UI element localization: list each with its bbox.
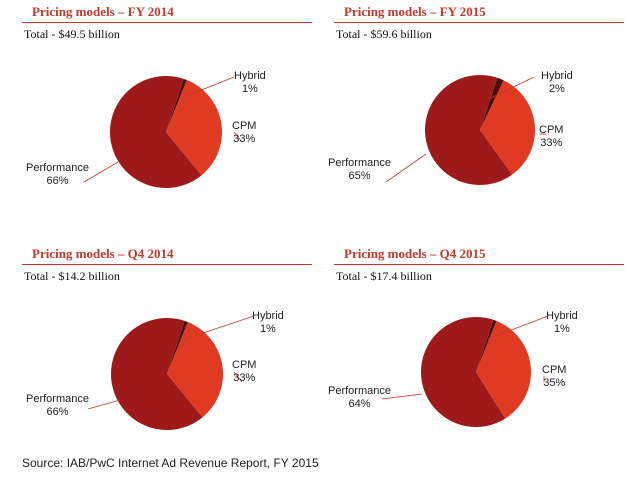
cpm-label: CPM 33%: [232, 120, 256, 146]
cpm-label: CPM 33%: [232, 359, 256, 385]
pie-slice-hybrid: [166, 78, 187, 132]
hybrid-label: Hybrid 1%: [252, 310, 284, 336]
leader-line-hybrid: [488, 76, 535, 100]
cpm-label: CPM 33%: [539, 124, 563, 150]
chart-total: Total - $14.2 billion: [24, 269, 120, 283]
leader-line-performance: [381, 393, 423, 400]
title-rule: [334, 264, 624, 265]
pie-chart: [83, 75, 243, 188]
slice-value: 64%: [348, 398, 371, 410]
slice-value: 65%: [348, 170, 371, 182]
title-rule: [22, 264, 312, 265]
leader-line-hybrid: [183, 76, 235, 98]
pie-slice-cpm: [167, 322, 224, 418]
slice-name: Hybrid: [252, 310, 284, 322]
slice-value: 1%: [241, 83, 258, 95]
chart-title: Pricing models – FY 2015: [344, 4, 486, 19]
chart-total: Total - $59.6 billion: [336, 27, 432, 41]
performance-label: Performance 66%: [26, 393, 89, 419]
slice-value: 33%: [233, 133, 256, 145]
chart-title: Pricing models – Q4 2014: [32, 246, 174, 261]
title-rule: [22, 22, 312, 23]
performance-label: Performance 65%: [328, 157, 391, 183]
chart-total: Total - $17.4 billion: [336, 269, 432, 283]
performance-label: Performance 64%: [328, 385, 391, 411]
slice-name: Performance: [328, 157, 391, 169]
slice-name: CPM: [232, 359, 257, 371]
leader-line-hybrid: [487, 315, 549, 340]
slice-name: CPM: [539, 124, 564, 136]
slice-value: 66%: [46, 406, 69, 418]
pie-chart: [87, 315, 255, 430]
performance-label: Performance 66%: [26, 162, 89, 188]
leader-line-performance: [385, 153, 427, 183]
pie-slice-performance: [110, 75, 202, 188]
slice-name: Performance: [26, 393, 89, 405]
pie-slice-hybrid: [476, 319, 497, 372]
leader-line-hybrid: [181, 315, 255, 341]
slice-name: Performance: [26, 162, 89, 174]
pie-panel-fy2014: Pricing models – FY 2014 Total - $49.5 b…: [22, 2, 322, 222]
hybrid-label: Hybrid 2%: [541, 70, 573, 96]
pie-slice-performance: [111, 317, 203, 430]
slice-name: Hybrid: [234, 70, 266, 82]
slice-value: 35%: [543, 377, 566, 389]
slice-value: 1%: [553, 323, 570, 335]
pie-panel-q4-2015: Pricing models – Q4 2015 Total - $17.4 b…: [328, 244, 634, 464]
source-note: Source: IAB/PwC Internet Ad Revenue Repo…: [22, 456, 319, 470]
pie-panel-fy2015: Pricing models – FY 2015 Total - $59.6 b…: [328, 2, 634, 222]
slice-name: Performance: [328, 385, 391, 397]
slice-value: 33%: [233, 372, 256, 384]
pie-slice-cpm: [166, 80, 223, 176]
slice-value: 66%: [46, 175, 69, 187]
slice-value: 33%: [540, 137, 563, 149]
chart-total: Total - $49.5 billion: [24, 27, 120, 41]
cpm-label: CPM 35%: [542, 364, 566, 390]
leader-line-performance: [83, 161, 119, 183]
pie-chart: [381, 315, 549, 427]
hybrid-label: Hybrid 1%: [546, 310, 578, 336]
leader-line-performance: [87, 399, 121, 410]
chart-title: Pricing models – FY 2014: [32, 4, 174, 19]
slice-name: CPM: [542, 364, 567, 376]
slice-name: Hybrid: [541, 70, 573, 82]
slice-value: 2%: [548, 83, 565, 95]
pie-slice-performance: [424, 74, 513, 185]
pie-slice-performance: [421, 316, 506, 427]
hybrid-label: Hybrid 1%: [234, 70, 266, 96]
pie-chart: [385, 74, 546, 185]
pie-panel-q4-2014: Pricing models – Q4 2014 Total - $14.2 b…: [22, 244, 322, 464]
chart-title: Pricing models – Q4 2015: [344, 246, 486, 261]
pie-slice-cpm: [480, 80, 536, 175]
title-rule: [334, 22, 624, 23]
pie-slice-cpm: [476, 320, 532, 419]
slice-name: CPM: [232, 120, 257, 132]
slice-value: 1%: [259, 323, 276, 335]
leader-line-cpm: [233, 131, 243, 143]
slice-name: Hybrid: [546, 310, 578, 322]
pie-slice-hybrid: [480, 77, 504, 130]
leader-line-cpm: [233, 371, 243, 383]
pie-slice-hybrid: [167, 320, 188, 374]
